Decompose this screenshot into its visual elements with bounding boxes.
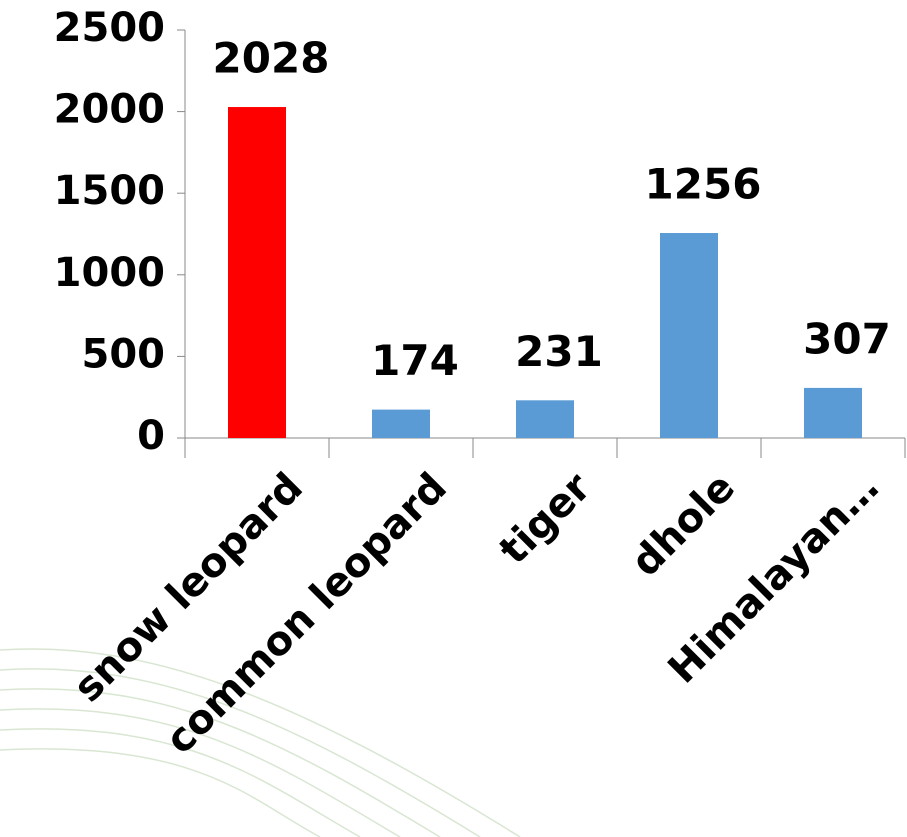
bar	[372, 410, 430, 438]
bar	[804, 388, 862, 438]
y-tick-label: 2000	[54, 87, 165, 133]
y-tick-label: 1500	[54, 168, 165, 214]
y-tick-label: 1000	[54, 250, 165, 296]
value-label: 307	[803, 314, 891, 363]
x-tick-label: dhole	[623, 464, 744, 585]
bar	[516, 400, 574, 438]
x-tick-label: tiger	[491, 464, 600, 573]
value-label: 231	[515, 327, 603, 376]
chart: 050010001500200025002028snow leopard174c…	[0, 0, 907, 837]
value-label: 1256	[645, 160, 762, 209]
y-tick-label: 0	[137, 413, 165, 459]
value-label: 174	[371, 336, 459, 385]
y-tick-label: 500	[82, 331, 166, 377]
bar	[660, 233, 718, 438]
value-label: 2028	[213, 34, 330, 83]
y-tick-label: 2500	[54, 5, 165, 51]
bar	[228, 107, 286, 438]
